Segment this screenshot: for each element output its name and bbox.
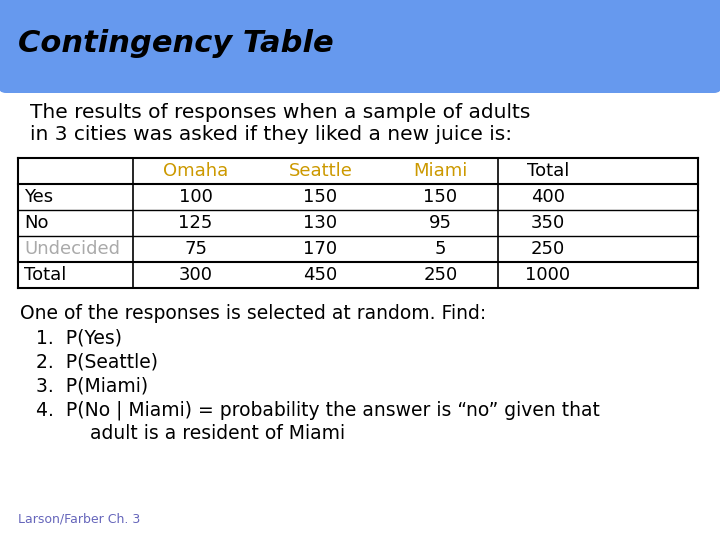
Text: Omaha: Omaha: [163, 162, 228, 180]
Text: Undecided: Undecided: [24, 240, 120, 258]
Text: Total: Total: [527, 162, 570, 180]
Text: No: No: [24, 214, 48, 232]
Text: 2.  P(Seattle): 2. P(Seattle): [36, 352, 158, 371]
Text: Total: Total: [24, 266, 66, 284]
Text: 150: 150: [303, 188, 338, 206]
Text: in 3 cities was asked if they liked a new juice is:: in 3 cities was asked if they liked a ne…: [30, 125, 512, 144]
Text: 450: 450: [303, 266, 338, 284]
Text: Contingency Table: Contingency Table: [18, 29, 333, 58]
Text: 170: 170: [303, 240, 338, 258]
FancyBboxPatch shape: [0, 0, 720, 93]
Text: adult is a resident of Miami: adult is a resident of Miami: [36, 424, 345, 443]
Text: Miami: Miami: [413, 162, 468, 180]
Text: 5: 5: [435, 240, 446, 258]
Text: 75: 75: [184, 240, 207, 258]
Text: The results of responses when a sample of adults: The results of responses when a sample o…: [30, 103, 531, 122]
Text: 150: 150: [423, 188, 458, 206]
Text: 350: 350: [531, 214, 565, 232]
Text: 250: 250: [423, 266, 458, 284]
Text: 95: 95: [429, 214, 452, 232]
Text: 3.  P(Miami): 3. P(Miami): [36, 376, 148, 395]
Text: 130: 130: [303, 214, 338, 232]
Text: Yes: Yes: [24, 188, 53, 206]
Text: 1.  P(Yes): 1. P(Yes): [36, 328, 122, 347]
Text: One of the responses is selected at random. Find:: One of the responses is selected at rand…: [20, 304, 486, 323]
Text: 4.  P(No | Miami) = probability the answer is “no” given that: 4. P(No | Miami) = probability the answe…: [36, 400, 600, 420]
Text: 250: 250: [531, 240, 565, 258]
Text: 400: 400: [531, 188, 565, 206]
Text: 100: 100: [179, 188, 212, 206]
Text: 1000: 1000: [526, 266, 570, 284]
Text: Larson/Farber Ch. 3: Larson/Farber Ch. 3: [18, 513, 140, 526]
Text: 125: 125: [179, 214, 212, 232]
Text: Seattle: Seattle: [289, 162, 352, 180]
Text: 300: 300: [179, 266, 212, 284]
